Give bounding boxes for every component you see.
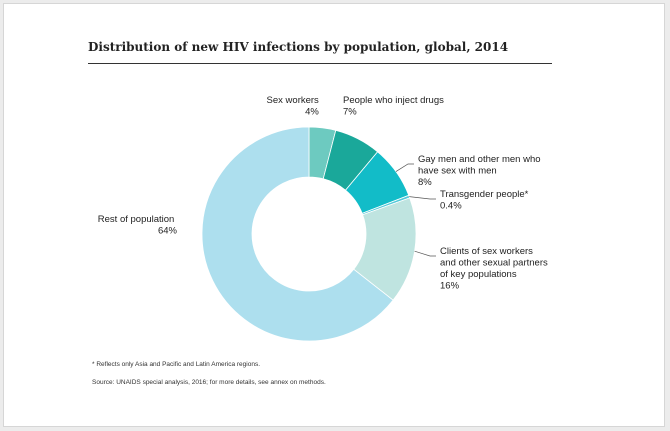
donut-slices xyxy=(201,126,417,342)
chart-title: Distribution of new HIV infections by po… xyxy=(88,40,509,54)
label-msm: Gay men and other men who have sex with … xyxy=(418,154,543,188)
label-sex-workers-name: Sex workers xyxy=(267,95,320,106)
leader-transgender xyxy=(409,196,436,200)
label-clients-line3: of key populations xyxy=(440,269,517,280)
label-transgender-value: 0.4% xyxy=(440,201,462,212)
label-clients-value: 16% xyxy=(440,281,460,292)
label-msm-value: 8% xyxy=(418,177,432,188)
label-rest: Rest of population 64% xyxy=(98,214,178,237)
label-sex-workers: Sex workers 4% xyxy=(267,95,322,118)
label-pwid-name: People who inject drugs xyxy=(343,95,444,106)
label-rest-name: Rest of population xyxy=(98,214,175,225)
source-note: Source: UNAIDS special analysis, 2016; f… xyxy=(92,379,326,386)
label-clients-line1: Clients of sex workers xyxy=(440,246,533,257)
label-transgender-name: Transgender people* xyxy=(440,189,529,200)
title-rule xyxy=(88,63,552,64)
leader-clients xyxy=(414,250,436,257)
slice-labels: Sex workers 4% People who inject drugs 7… xyxy=(98,95,550,292)
label-msm-line2: have sex with men xyxy=(418,166,497,177)
label-rest-value: 64% xyxy=(158,226,178,237)
footnote: * Reflects only Asia and Pacific and Lat… xyxy=(92,361,261,368)
label-clients: Clients of sex workers and other sexual … xyxy=(440,246,550,292)
label-pwid: People who inject drugs 7% xyxy=(343,95,447,118)
label-transgender: Transgender people* 0.4% xyxy=(440,189,531,212)
label-clients-line2: and other sexual partners xyxy=(440,258,548,269)
page xyxy=(3,3,665,427)
leader-lines xyxy=(395,163,436,257)
label-msm-line1: Gay men and other men who xyxy=(418,154,541,165)
label-sex-workers-value: 4% xyxy=(305,107,319,118)
slice-rest xyxy=(201,126,394,342)
label-pwid-value: 7% xyxy=(343,107,357,118)
leader-msm xyxy=(395,163,414,172)
